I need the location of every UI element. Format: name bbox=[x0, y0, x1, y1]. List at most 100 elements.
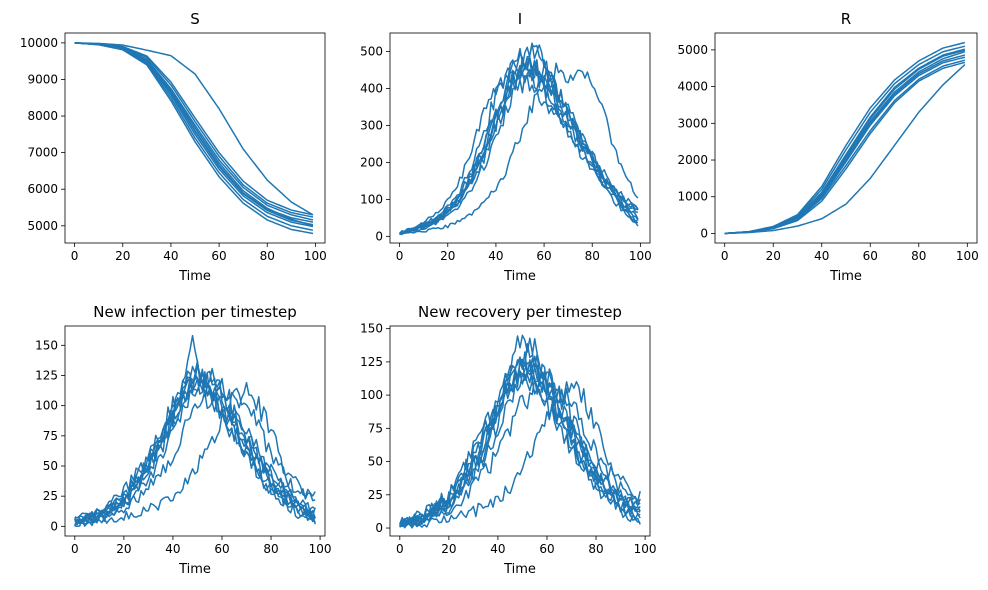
y-tick-label: 100 bbox=[360, 388, 383, 402]
x-tick-label: 40 bbox=[814, 249, 829, 263]
y-tick-label: 75 bbox=[368, 421, 383, 435]
series-line-10 bbox=[74, 42, 314, 216]
axes-frame bbox=[389, 32, 651, 244]
y-tick-label: 150 bbox=[360, 322, 383, 336]
y-tick-label: 9000 bbox=[27, 72, 58, 86]
series-line-10 bbox=[74, 334, 316, 525]
y-tick-label: 125 bbox=[360, 355, 383, 369]
series-line-7 bbox=[399, 351, 641, 527]
x-tick-label: 20 bbox=[440, 249, 455, 263]
y-tick-label: 10000 bbox=[20, 36, 58, 50]
y-tick-label: 8000 bbox=[27, 109, 58, 123]
x-tick-label: 60 bbox=[214, 542, 229, 556]
y-tick-label: 100 bbox=[360, 192, 383, 206]
series-line-6 bbox=[399, 67, 639, 234]
y-tick-label: 5000 bbox=[27, 219, 58, 233]
x-axis-label: Time bbox=[829, 269, 862, 284]
y-tick-label: 400 bbox=[360, 81, 383, 95]
x-tick-label: 40 bbox=[165, 542, 180, 556]
x-tick-label: 20 bbox=[115, 249, 130, 263]
series-line-5 bbox=[74, 371, 316, 525]
series-line-9 bbox=[74, 42, 314, 226]
subplot-2: 0 20 40 60 80 100 0 100 200 300 400 500 I Time bbox=[360, 10, 652, 284]
y-tick-label: 500 bbox=[360, 44, 383, 58]
series-line-6 bbox=[74, 42, 314, 235]
series-line-8 bbox=[74, 42, 314, 216]
y-tick-label: 50 bbox=[43, 459, 58, 473]
y-tick-label: 7000 bbox=[27, 146, 58, 160]
subplot-4: 0 20 40 60 80 100 0 25 50 75 100 125 150 New infectio… bbox=[35, 303, 331, 577]
y-tick-label: 0 bbox=[375, 521, 383, 535]
y-tick-label: 200 bbox=[360, 155, 383, 169]
subplot-1: 0 20 40 60 80 100 5000 6000 7000 8000 9000 10000 S Ti… bbox=[20, 10, 327, 284]
x-tick-label: 40 bbox=[488, 249, 503, 263]
axes-frame bbox=[714, 32, 978, 244]
x-tick-label: 0 bbox=[396, 249, 404, 263]
series-line-10 bbox=[399, 62, 639, 236]
y-tick-label: 300 bbox=[360, 118, 383, 132]
series-line-9 bbox=[399, 380, 641, 529]
x-tick-label: 100 bbox=[309, 542, 332, 556]
series-line-4 bbox=[724, 48, 966, 235]
series-line-3 bbox=[399, 67, 639, 236]
subplot-5: 0 20 40 60 80 100 0 25 50 75 100 125 150 New recovery… bbox=[360, 303, 656, 577]
series-line-9 bbox=[399, 57, 639, 234]
x-tick-label: 40 bbox=[163, 249, 178, 263]
series-line-5 bbox=[74, 42, 314, 231]
subplot-title: R bbox=[841, 10, 851, 28]
x-axis-label: Time bbox=[178, 562, 211, 577]
x-tick-label: 0 bbox=[721, 249, 729, 263]
x-tick-label: 40 bbox=[490, 542, 505, 556]
y-tick-label: 5000 bbox=[677, 43, 708, 57]
x-axis-label: Time bbox=[503, 269, 536, 284]
series-line-9 bbox=[724, 54, 966, 235]
series-line-8 bbox=[399, 371, 641, 528]
y-tick-label: 25 bbox=[43, 489, 58, 503]
y-tick-label: 100 bbox=[35, 399, 58, 413]
series-group bbox=[399, 42, 639, 236]
series-line-10 bbox=[724, 64, 966, 235]
x-tick-label: 60 bbox=[863, 249, 878, 263]
x-tick-label: 100 bbox=[629, 249, 652, 263]
x-tick-label: 100 bbox=[956, 249, 979, 263]
y-tick-label: 6000 bbox=[27, 182, 58, 196]
series-line-10 bbox=[399, 337, 641, 527]
x-tick-label: 20 bbox=[766, 249, 781, 263]
x-tick-label: 60 bbox=[539, 542, 554, 556]
x-tick-label: 0 bbox=[396, 542, 404, 556]
axes-frame bbox=[389, 325, 651, 537]
y-tick-label: 3000 bbox=[677, 116, 708, 130]
series-line-9 bbox=[74, 381, 316, 527]
series-line-3 bbox=[74, 42, 314, 227]
x-tick-label: 0 bbox=[71, 542, 79, 556]
y-tick-label: 0 bbox=[375, 229, 383, 243]
axes-frame bbox=[64, 325, 326, 537]
x-axis-label: Time bbox=[503, 562, 536, 577]
axes-frame bbox=[64, 32, 326, 244]
series-line-8 bbox=[74, 377, 316, 527]
x-tick-label: 80 bbox=[260, 249, 275, 263]
series-line-3 bbox=[724, 51, 966, 235]
series-line-6 bbox=[74, 370, 316, 524]
subplot-title: New infection per timestep bbox=[93, 303, 296, 321]
series-line-6 bbox=[399, 334, 641, 525]
series-group bbox=[74, 334, 316, 528]
y-tick-label: 25 bbox=[368, 488, 383, 502]
x-tick-label: 100 bbox=[634, 542, 657, 556]
series-group bbox=[74, 42, 314, 235]
y-tick-label: 0 bbox=[700, 226, 708, 240]
x-tick-label: 80 bbox=[585, 249, 600, 263]
x-axis-label: Time bbox=[178, 269, 211, 284]
y-tick-label: 50 bbox=[368, 455, 383, 469]
subplot-title: New recovery per timestep bbox=[418, 303, 622, 321]
x-tick-label: 20 bbox=[441, 542, 456, 556]
x-tick-label: 100 bbox=[304, 249, 327, 263]
series-line-8 bbox=[724, 49, 966, 235]
x-tick-label: 80 bbox=[263, 542, 278, 556]
y-tick-label: 2000 bbox=[677, 153, 708, 167]
series-line-4 bbox=[399, 365, 641, 525]
x-tick-label: 20 bbox=[116, 542, 131, 556]
series-line-8 bbox=[399, 63, 639, 235]
y-tick-label: 0 bbox=[50, 519, 58, 533]
